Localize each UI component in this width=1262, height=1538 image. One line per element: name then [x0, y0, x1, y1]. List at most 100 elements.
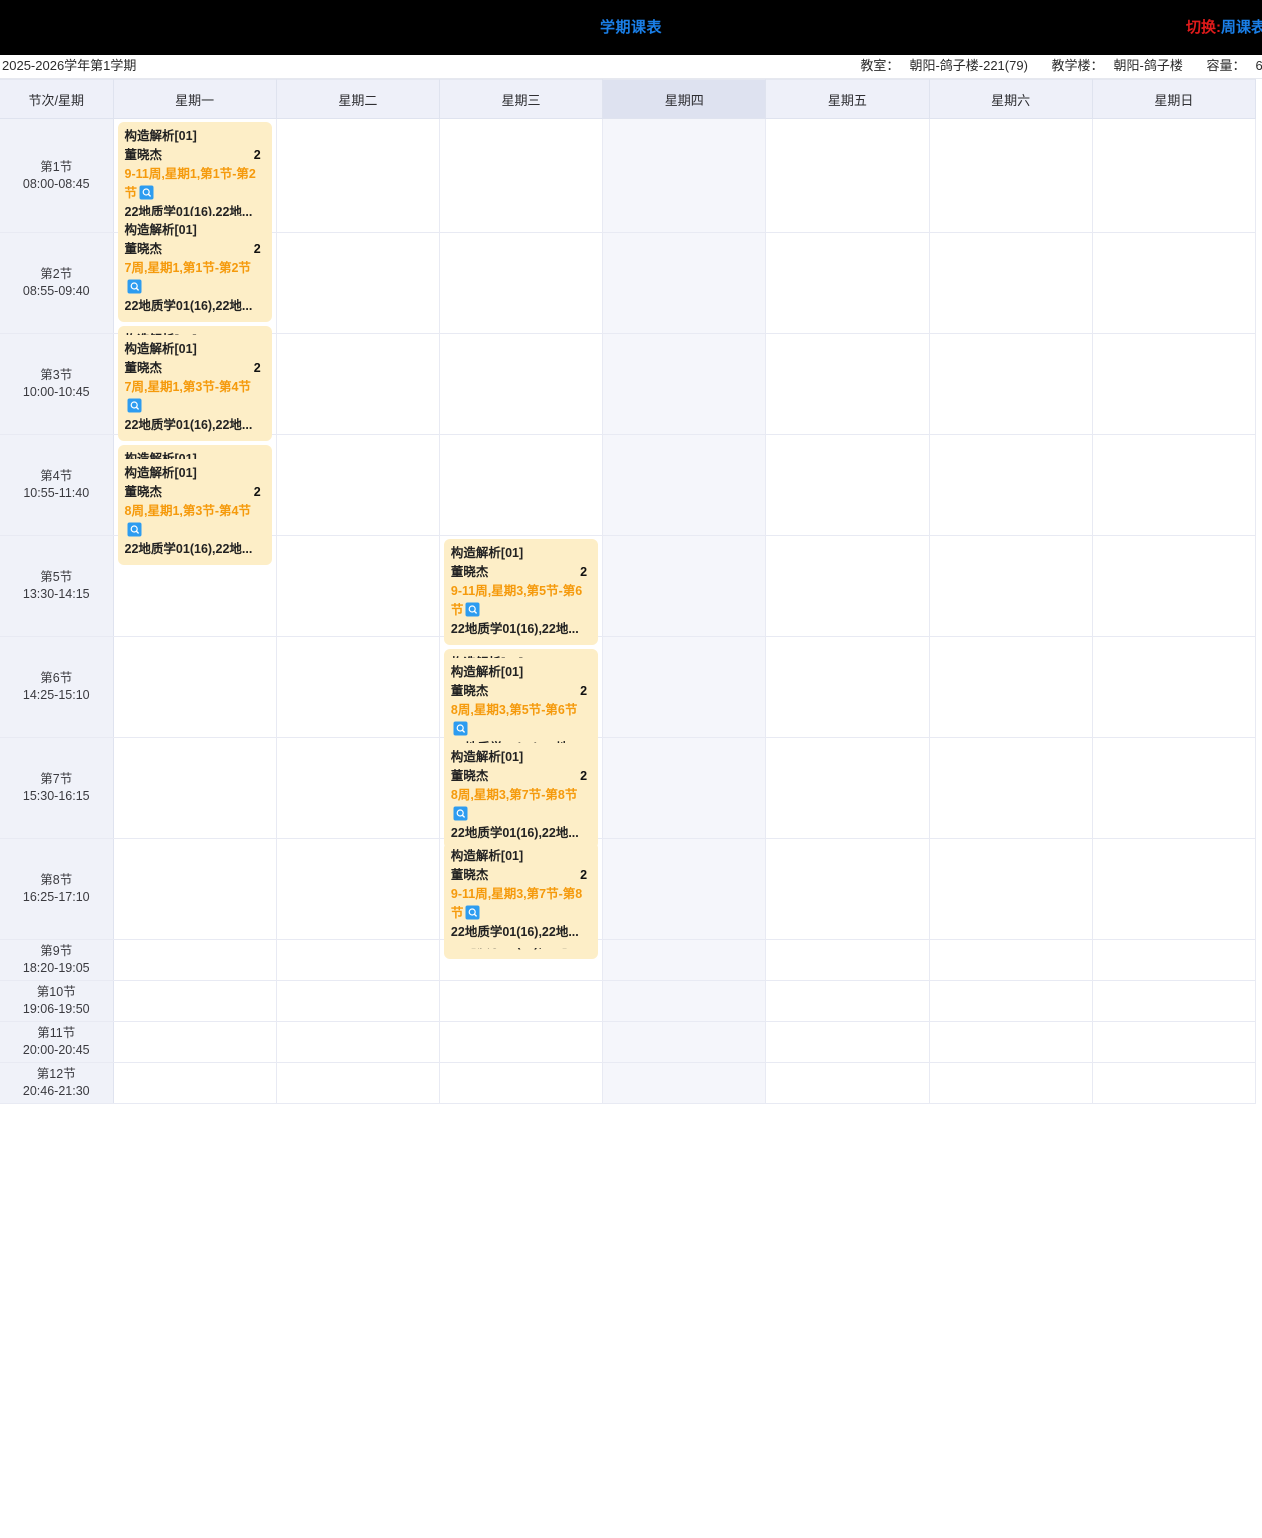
- slot-sat-2[interactable]: [929, 232, 1093, 334]
- slot-wed-12[interactable]: [439, 1062, 604, 1104]
- slot-thu-8[interactable]: [602, 838, 767, 940]
- slot-sat-12[interactable]: [929, 1062, 1093, 1104]
- slot-wed-7[interactable]: 构造解析[01] 董晓杰 2 8周,星期3,第7节-第8节 22地质学01(16…: [439, 737, 604, 959]
- slot-fri-2[interactable]: [765, 232, 930, 334]
- slot-tue-10[interactable]: [276, 980, 440, 1022]
- slot-sun-5[interactable]: [1092, 535, 1257, 637]
- slot-wed-1[interactable]: [439, 118, 604, 233]
- slot-wed-2[interactable]: [439, 232, 604, 334]
- course-block[interactable]: 构造解析[01] 董晓杰 2 8周,星期3,第7节-第8节 22地质学01(16…: [443, 743, 599, 849]
- slot-sun-3[interactable]: [1092, 333, 1257, 435]
- slot-thu-10[interactable]: [602, 980, 767, 1022]
- course-block[interactable]: 构造解析[01] 董晓杰 2 7周,星期1,第1节-第2节 22地质学01(16…: [117, 216, 272, 322]
- slot-sun-4[interactable]: [1092, 434, 1257, 536]
- slot-tue-7[interactable]: [276, 737, 440, 839]
- slot-wed-5[interactable]: 构造解析[01] 董晓杰 2 9-11周,星期3,第5节-第6节 22地质学01…: [439, 535, 604, 755]
- search-document-icon[interactable]: [139, 185, 154, 200]
- search-document-icon[interactable]: [127, 522, 142, 537]
- slot-tue-6[interactable]: [276, 636, 440, 738]
- slot-sat-8[interactable]: [929, 838, 1093, 940]
- search-document-icon[interactable]: [465, 905, 480, 920]
- slot-fri-11[interactable]: [765, 1021, 930, 1063]
- slot-sun-8[interactable]: [1092, 838, 1257, 940]
- slot-wed-10[interactable]: [439, 980, 604, 1022]
- slot-sun-10[interactable]: [1092, 980, 1257, 1022]
- slot-sun-7[interactable]: [1092, 737, 1257, 839]
- slot-fri-1[interactable]: [765, 118, 930, 233]
- slot-sun-11[interactable]: [1092, 1021, 1257, 1063]
- slot-fri-6[interactable]: [765, 636, 930, 738]
- header-day-sunday[interactable]: 星期日: [1092, 79, 1257, 119]
- slot-sat-1[interactable]: [929, 118, 1093, 233]
- slot-sun-2[interactable]: [1092, 232, 1257, 334]
- slot-fri-8[interactable]: [765, 838, 930, 940]
- slot-sun-9[interactable]: [1092, 939, 1257, 981]
- slot-mon-1[interactable]: 构造解析[01] 董晓杰 2 9-11周,星期1,第1节-第2节 22地质学01…: [113, 118, 277, 233]
- slot-thu-2[interactable]: [602, 232, 767, 334]
- slot-wed-4[interactable]: [439, 434, 604, 536]
- slot-fri-5[interactable]: [765, 535, 930, 637]
- slot-tue-5[interactable]: [276, 535, 440, 637]
- slot-fri-12[interactable]: [765, 1062, 930, 1104]
- header-day-monday[interactable]: 星期一: [113, 79, 277, 119]
- slot-sun-6[interactable]: [1092, 636, 1257, 738]
- slot-tue-2[interactable]: [276, 232, 440, 334]
- search-document-icon[interactable]: [127, 398, 142, 413]
- slot-mon-3[interactable]: 构造解析[01] 董晓杰 2 7周,星期1,第3节-第4节 22地质学01(16…: [113, 333, 277, 551]
- slot-thu-12[interactable]: [602, 1062, 767, 1104]
- course-block[interactable]: 构造解析[01] 董晓杰 2 9-11周,星期1,第1节-第2节 22地质学01…: [117, 122, 272, 228]
- slot-sat-10[interactable]: [929, 980, 1093, 1022]
- slot-mon-7[interactable]: [113, 737, 277, 839]
- slot-fri-3[interactable]: [765, 333, 930, 435]
- search-document-icon[interactable]: [453, 721, 468, 736]
- slot-tue-12[interactable]: [276, 1062, 440, 1104]
- course-block[interactable]: 构造解析[01] 董晓杰 2 9-11周,星期3,第5节-第6节 22地质学01…: [443, 539, 599, 645]
- course-block[interactable]: 构造解析[01] 董晓杰 2 9-11周,星期3,第7节-第8节 22地质学01…: [443, 842, 599, 948]
- slot-mon-8[interactable]: [113, 838, 277, 940]
- header-day-saturday[interactable]: 星期六: [929, 79, 1093, 119]
- course-block[interactable]: 构造解析[01] 董晓杰 2 8周,星期1,第3节-第4节 22地质学01(16…: [117, 459, 272, 565]
- switch-view-link[interactable]: 周课表: [1220, 19, 1262, 36]
- slot-sun-12[interactable]: [1092, 1062, 1257, 1104]
- slot-sat-11[interactable]: [929, 1021, 1093, 1063]
- course-block[interactable]: 构造解析[01] 董晓杰 2 7周,星期1,第3节-第4节 22地质学01(16…: [117, 335, 272, 441]
- header-day-thursday[interactable]: 星期四: [602, 79, 767, 119]
- header-day-friday[interactable]: 星期五: [765, 79, 930, 119]
- slot-thu-5[interactable]: [602, 535, 767, 637]
- slot-wed-11[interactable]: [439, 1021, 604, 1063]
- slot-thu-9[interactable]: [602, 939, 767, 981]
- slot-thu-11[interactable]: [602, 1021, 767, 1063]
- search-document-icon[interactable]: [453, 806, 468, 821]
- slot-sat-5[interactable]: [929, 535, 1093, 637]
- slot-tue-1[interactable]: [276, 118, 440, 233]
- switch-view-control[interactable]: 切换:周课表: [1186, 0, 1262, 55]
- header-day-tuesday[interactable]: 星期二: [276, 79, 440, 119]
- slot-sat-6[interactable]: [929, 636, 1093, 738]
- slot-mon-6[interactable]: [113, 636, 277, 738]
- slot-mon-2[interactable]: 构造解析[01] 董晓杰 2 7周,星期1,第1节-第2节 22地质学01(16…: [113, 216, 277, 432]
- slot-thu-6[interactable]: [602, 636, 767, 738]
- slot-mon-11[interactable]: [113, 1021, 277, 1063]
- slot-thu-3[interactable]: [602, 333, 767, 435]
- slot-fri-9[interactable]: [765, 939, 930, 981]
- slot-tue-9[interactable]: [276, 939, 440, 981]
- slot-tue-3[interactable]: [276, 333, 440, 435]
- slot-tue-11[interactable]: [276, 1021, 440, 1063]
- slot-thu-1[interactable]: [602, 118, 767, 233]
- slot-wed-8[interactable]: 构造解析[01] 董晓杰 2 9-11周,星期3,第7节-第8节 22地质学01…: [439, 838, 604, 948]
- slot-fri-10[interactable]: [765, 980, 930, 1022]
- slot-sat-4[interactable]: [929, 434, 1093, 536]
- slot-tue-4[interactable]: [276, 434, 440, 536]
- search-document-icon[interactable]: [465, 602, 480, 617]
- slot-thu-4[interactable]: [602, 434, 767, 536]
- slot-fri-7[interactable]: [765, 737, 930, 839]
- slot-sat-7[interactable]: [929, 737, 1093, 839]
- slot-wed-3[interactable]: [439, 333, 604, 435]
- slot-mon-9[interactable]: [113, 939, 277, 981]
- slot-tue-8[interactable]: [276, 838, 440, 940]
- slot-thu-7[interactable]: [602, 737, 767, 839]
- slot-mon-12[interactable]: [113, 1062, 277, 1104]
- slot-fri-4[interactable]: [765, 434, 930, 536]
- header-day-wednesday[interactable]: 星期三: [439, 79, 604, 119]
- search-document-icon[interactable]: [127, 279, 142, 294]
